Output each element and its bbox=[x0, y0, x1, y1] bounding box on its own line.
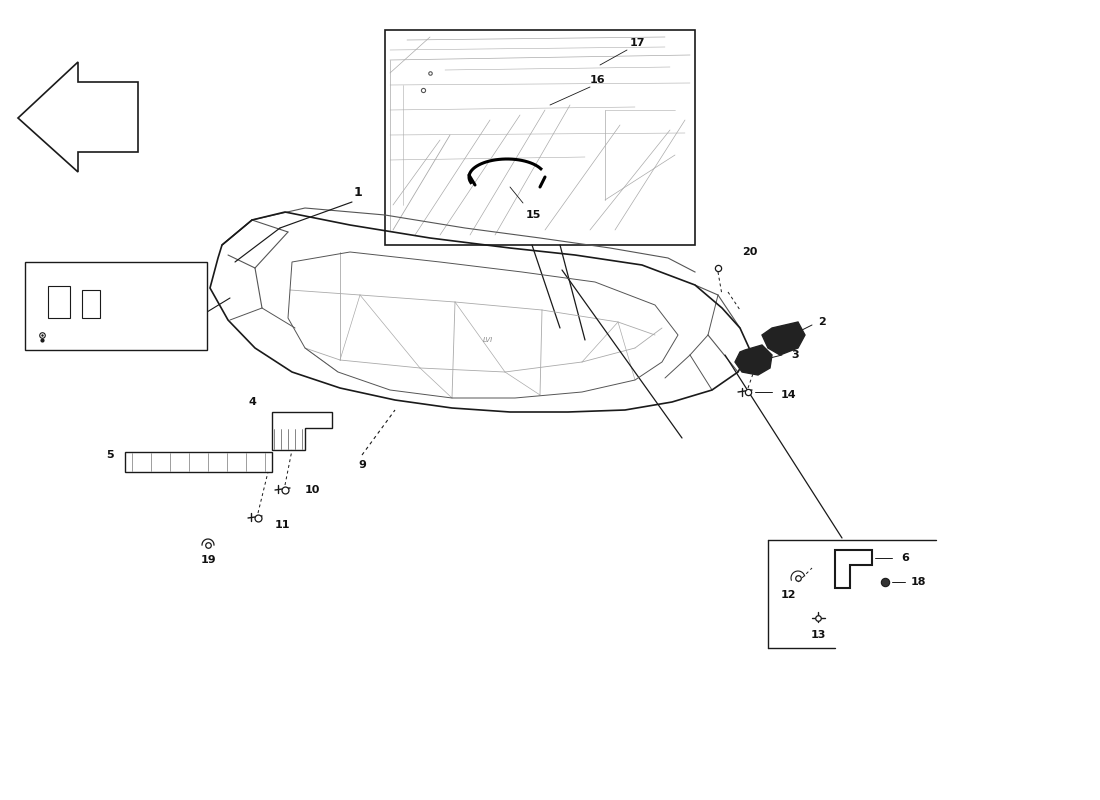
Polygon shape bbox=[735, 345, 772, 375]
Text: 8: 8 bbox=[39, 340, 46, 350]
Text: 2: 2 bbox=[818, 317, 826, 327]
Text: 3: 3 bbox=[791, 350, 799, 360]
Text: 7: 7 bbox=[39, 273, 46, 283]
Text: 10: 10 bbox=[305, 485, 320, 495]
Bar bbox=[385, 30, 695, 245]
Text: 5: 5 bbox=[107, 450, 113, 460]
Text: 17: 17 bbox=[629, 38, 645, 48]
Text: 12: 12 bbox=[780, 590, 795, 600]
Bar bbox=[25, 262, 207, 350]
Text: 18: 18 bbox=[911, 577, 926, 587]
Text: LVI: LVI bbox=[483, 337, 493, 343]
Text: 11: 11 bbox=[274, 520, 289, 530]
Text: 14: 14 bbox=[780, 390, 795, 400]
Text: 13: 13 bbox=[811, 630, 826, 640]
Text: 18: 18 bbox=[97, 295, 112, 305]
Bar bbox=[82, 290, 100, 318]
Text: 15: 15 bbox=[526, 210, 541, 220]
Text: 20: 20 bbox=[742, 247, 758, 257]
Text: 6: 6 bbox=[901, 553, 909, 563]
Polygon shape bbox=[762, 322, 805, 355]
Text: 1: 1 bbox=[353, 186, 362, 198]
Text: 19: 19 bbox=[200, 555, 216, 565]
Text: 4: 4 bbox=[249, 397, 256, 407]
Text: 16: 16 bbox=[590, 75, 605, 85]
Bar bbox=[48, 286, 70, 318]
Text: 9: 9 bbox=[359, 460, 366, 470]
